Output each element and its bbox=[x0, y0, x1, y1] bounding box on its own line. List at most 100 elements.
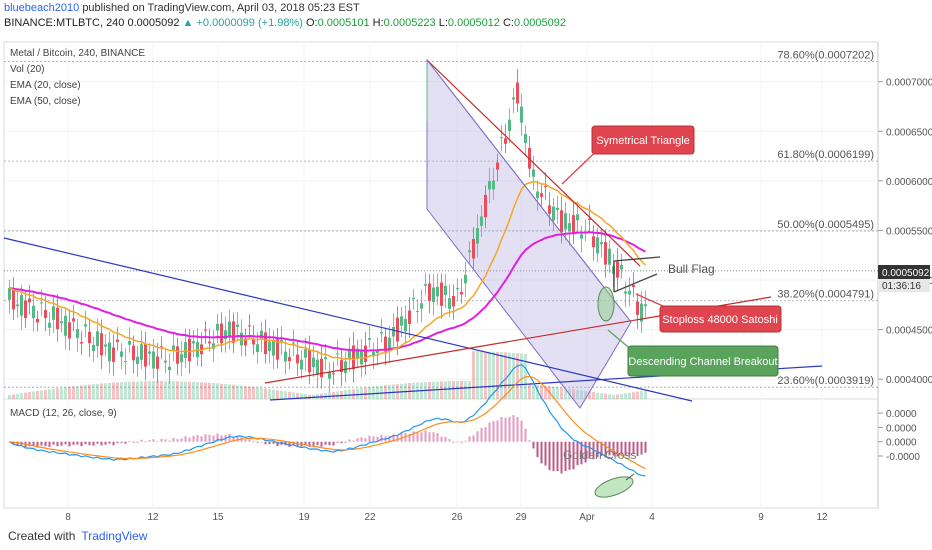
macd-hist-bar bbox=[364, 438, 367, 442]
candle-body bbox=[260, 330, 263, 339]
candle-body bbox=[432, 287, 435, 303]
macd-hist-bar bbox=[572, 441, 575, 470]
volume-bar bbox=[476, 351, 479, 399]
macd-hist-bar bbox=[596, 441, 599, 458]
volume-bar bbox=[504, 352, 507, 399]
publish-header: bluebeach2010 published on TradingView.c… bbox=[4, 2, 360, 14]
macd-hist-bar bbox=[108, 441, 111, 444]
volume-bar bbox=[76, 385, 79, 399]
macd-hist-bar bbox=[324, 441, 327, 445]
candle-body bbox=[532, 169, 535, 177]
candle-body bbox=[592, 236, 595, 248]
candle-body bbox=[508, 119, 511, 131]
price-chart[interactable]: 78.60%(0.0007202) 61.80%(0.0006199) 50.00%… bbox=[0, 34, 932, 550]
volume-bar bbox=[200, 382, 203, 399]
volume-bar bbox=[340, 390, 343, 399]
candle-body bbox=[180, 354, 183, 363]
volume-bar bbox=[496, 351, 499, 399]
macd-hist-bar bbox=[160, 438, 163, 442]
candle-body bbox=[52, 306, 55, 320]
fib-label: 23.60%(0.0003919) bbox=[777, 375, 874, 387]
countdown-tag-text: 01:36:16 bbox=[882, 281, 921, 292]
x-tick-label: 4 bbox=[649, 512, 655, 523]
macd-hist-bar bbox=[276, 441, 279, 447]
macd-hist-bar bbox=[228, 433, 231, 442]
candle-body bbox=[312, 357, 315, 368]
fib-levels: 78.60%(0.0007202) 61.80%(0.0006199) 50.00%… bbox=[4, 50, 878, 388]
volume-bar bbox=[608, 394, 611, 399]
candle-body bbox=[36, 318, 39, 323]
x-tick-label: Apr bbox=[579, 512, 595, 523]
macd-hist-bar bbox=[516, 416, 519, 442]
y-tick-label: 0.0006500 bbox=[886, 127, 932, 138]
candle-body bbox=[500, 137, 503, 139]
candle-body bbox=[492, 180, 495, 190]
volume-bar bbox=[196, 382, 199, 399]
volume-bar bbox=[616, 394, 619, 399]
macd-hist-bar bbox=[388, 435, 391, 442]
macd-hist-bar bbox=[424, 430, 427, 442]
volume-bar bbox=[336, 391, 339, 399]
volume-bar bbox=[172, 381, 175, 399]
volume-bar bbox=[16, 393, 19, 399]
breakout-highlight-ellipse bbox=[597, 286, 615, 322]
macd-hist-bar bbox=[16, 441, 19, 446]
y-tick-label: 0.0005500 bbox=[886, 226, 932, 237]
author-link[interactable]: bluebeach2010 bbox=[4, 2, 80, 14]
tradingview-link[interactable]: TradingView bbox=[81, 529, 148, 543]
volume-bar bbox=[516, 353, 519, 399]
volume-bar bbox=[280, 390, 283, 399]
candle-body bbox=[436, 286, 439, 297]
volume-bar bbox=[288, 391, 291, 399]
macd-hist-bar bbox=[536, 441, 539, 458]
volume-legend: Vol (20) bbox=[10, 64, 44, 75]
macd-hist-bar bbox=[252, 441, 255, 442]
candle-body bbox=[300, 359, 303, 370]
macd-hist-bar bbox=[368, 435, 371, 442]
candle-body bbox=[456, 287, 459, 289]
candle-body bbox=[92, 344, 95, 352]
macd-hist-bar bbox=[68, 441, 71, 447]
candle-body bbox=[372, 351, 375, 356]
volume-bar bbox=[632, 392, 635, 399]
volume-bar bbox=[92, 384, 95, 399]
volume-bar bbox=[232, 384, 235, 399]
volume-bar bbox=[156, 381, 159, 399]
macd-hist-bar bbox=[412, 431, 415, 442]
candle-body bbox=[56, 307, 59, 329]
macd-hist-bar bbox=[392, 434, 395, 442]
macd-hist-bar bbox=[372, 436, 375, 442]
volume-bar bbox=[208, 382, 211, 399]
macd-hist-bar bbox=[120, 441, 123, 443]
volume-bar bbox=[216, 383, 219, 399]
volume-bar bbox=[452, 381, 455, 399]
macd-hist-bar bbox=[468, 436, 471, 442]
macd-hist-bar bbox=[508, 416, 511, 442]
macd-hist-bar bbox=[512, 415, 515, 442]
volume-bar bbox=[88, 384, 91, 399]
volume-bar bbox=[264, 388, 267, 399]
macd-hist-bar bbox=[208, 434, 211, 442]
fib-label: 50.00%(0.0005495) bbox=[777, 219, 874, 231]
macd-hist-bar bbox=[580, 441, 583, 465]
bull-flag-label: Bull Flag bbox=[668, 262, 715, 276]
open-label: O: bbox=[305, 17, 318, 29]
macd-hist-bar bbox=[560, 441, 563, 474]
macd-hist-bar bbox=[440, 436, 443, 442]
candle-body bbox=[364, 345, 367, 362]
macd-hist-bar bbox=[308, 441, 311, 447]
macd-hist-bar bbox=[136, 441, 139, 443]
macd-hist-bar bbox=[352, 440, 355, 442]
volume-bar bbox=[388, 384, 391, 399]
candle-body bbox=[296, 354, 299, 364]
volume-bar bbox=[352, 389, 355, 399]
candle-body bbox=[640, 303, 643, 322]
candle-body bbox=[460, 291, 463, 295]
candle-body bbox=[148, 351, 151, 354]
macd-hist-bar bbox=[172, 438, 175, 442]
candle-body bbox=[80, 342, 83, 344]
flag-bottom-line bbox=[613, 273, 658, 293]
macd-hist-bar bbox=[128, 441, 131, 442]
channel-upper-line bbox=[426, 59, 632, 323]
